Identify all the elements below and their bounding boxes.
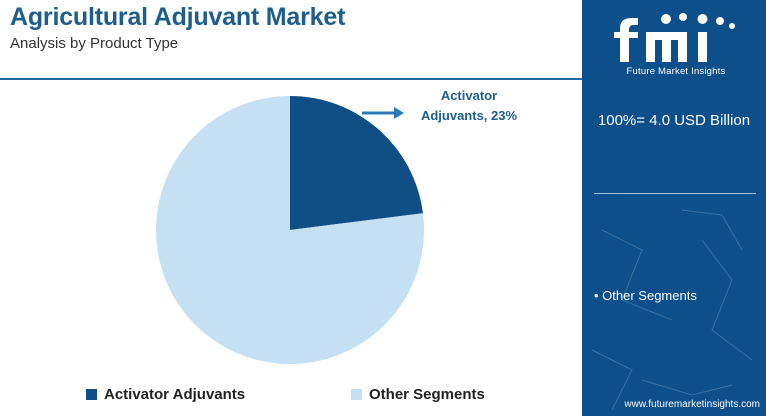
fmi-logo-mark [614,13,735,62]
legend-label: Activator Adjuvants [104,386,246,403]
legend-item-activator-adjuvants: Activator Adjuvants [86,386,245,403]
legend-swatch [86,389,97,400]
slice-label-line1: Activator [440,88,498,103]
panel-divider [594,193,756,194]
legend-item-other-segments: Other Segments [351,386,485,403]
chart-title: Agricultural Adjuvant Market [10,3,346,31]
callout-arrow-head [394,107,404,119]
panel-item-other-segments: • Other Segments [594,288,697,303]
fmi-logo: Future Market Insights [606,6,746,78]
pie-chart [155,96,424,364]
panel-texture [591,209,753,411]
legend-label: Other Segments [369,386,485,403]
pie-slice-activator-adjuvants [290,96,423,230]
legend-swatch [351,389,362,400]
brand-name: Future Market Insights [626,66,726,77]
slice-label-line2: Adjuvants, 23% [420,108,518,123]
chart-subtitle: Analysis by Product Type [10,35,179,52]
pie-slice-other-segments [155,96,424,364]
market-total: 100%= 4.0 USD Billion [597,112,751,129]
side-panel: Future Market Insights 100%= 4.0 USD Bil… [582,0,766,416]
slice-label-activator-adjuvants: Activator Adjuvants, 23% [404,86,534,126]
title-divider [0,78,582,80]
website-link[interactable]: www.futuremarketinsights.com [624,399,760,410]
